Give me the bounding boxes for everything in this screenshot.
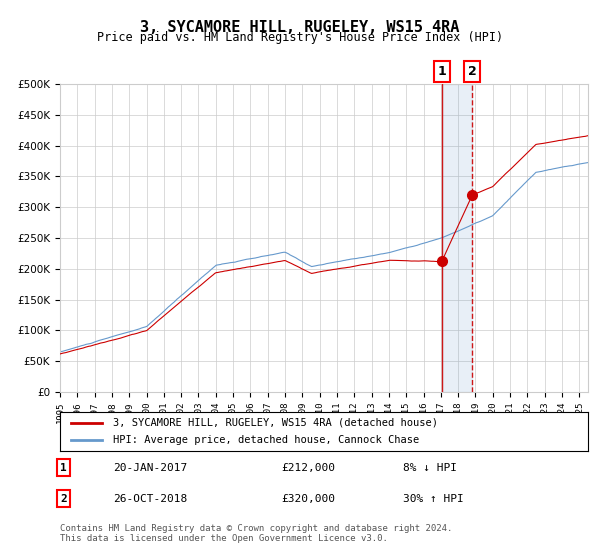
Text: 20-JAN-2017: 20-JAN-2017 [113, 463, 187, 473]
Text: 26-OCT-2018: 26-OCT-2018 [113, 494, 187, 503]
Text: 2: 2 [468, 65, 477, 78]
Text: £320,000: £320,000 [282, 494, 336, 503]
Text: £212,000: £212,000 [282, 463, 336, 473]
Text: 1: 1 [60, 463, 67, 473]
Text: 1: 1 [437, 65, 446, 78]
Text: Price paid vs. HM Land Registry's House Price Index (HPI): Price paid vs. HM Land Registry's House … [97, 31, 503, 44]
Text: HPI: Average price, detached house, Cannock Chase: HPI: Average price, detached house, Cann… [113, 435, 419, 445]
Text: Contains HM Land Registry data © Crown copyright and database right 2024.
This d: Contains HM Land Registry data © Crown c… [60, 524, 452, 543]
Text: 2: 2 [60, 494, 67, 503]
Text: 3, SYCAMORE HILL, RUGELEY, WS15 4RA (detached house): 3, SYCAMORE HILL, RUGELEY, WS15 4RA (det… [113, 418, 438, 428]
Bar [442, 84, 472, 392]
Text: 30% ↑ HPI: 30% ↑ HPI [403, 494, 464, 503]
Text: 3, SYCAMORE HILL, RUGELEY, WS15 4RA: 3, SYCAMORE HILL, RUGELEY, WS15 4RA [140, 20, 460, 35]
Text: 8% ↓ HPI: 8% ↓ HPI [403, 463, 457, 473]
